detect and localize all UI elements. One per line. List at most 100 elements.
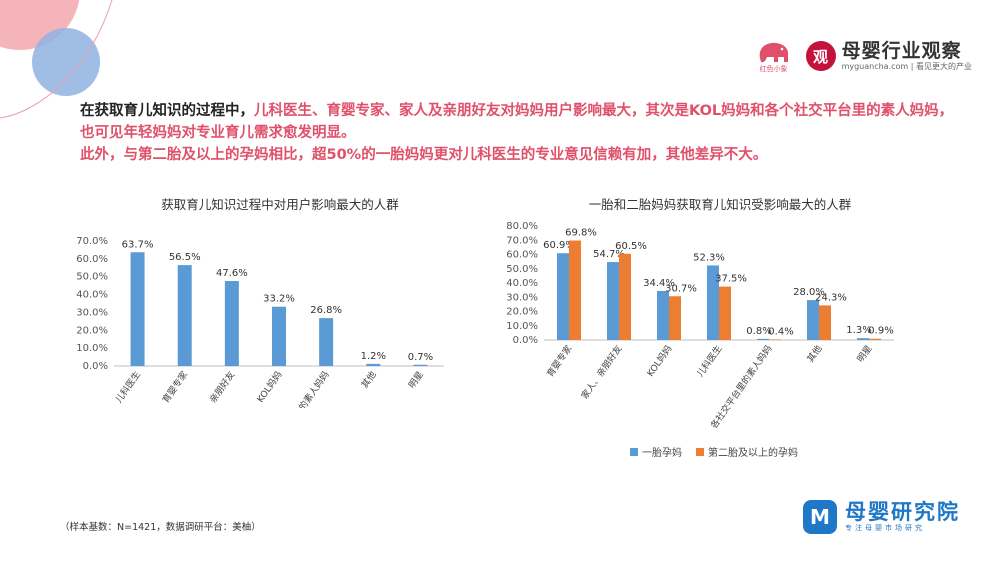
y-tick-label: 50.0% <box>76 272 108 283</box>
data-label: 28.0% <box>793 287 825 298</box>
data-label: 56.5% <box>169 252 201 263</box>
data-label: 0.7% <box>408 352 433 363</box>
research-institute-icon: M <box>803 500 837 534</box>
x-tick-label: 明星 <box>407 369 426 390</box>
bar <box>224 281 239 366</box>
data-label: 33.2% <box>263 294 295 305</box>
bar <box>177 265 192 366</box>
header-logos: 红色小象 观 母婴行业观察 myguancha.com | 看见更大的产业 <box>754 38 972 74</box>
x-tick-label: 育婴专家 <box>160 369 190 405</box>
bar <box>669 296 681 340</box>
y-tick-label: 30.0% <box>506 292 538 303</box>
x-tick-label: 育婴专家 <box>544 343 574 379</box>
y-tick-label: 50.0% <box>506 264 538 275</box>
bar <box>719 286 731 340</box>
bar <box>707 265 719 340</box>
research-institute-title: 母婴研究院 <box>845 500 960 524</box>
y-tick-label: 0.0% <box>513 335 538 346</box>
x-tick-label: 儿科医生 <box>694 343 724 379</box>
headline-part-1: 在获取育儿知识的过程中， <box>80 103 254 119</box>
right-chart-title: 一胎和二胎妈妈获取育儿知识受影响最大的人群 <box>588 197 852 212</box>
y-tick-label: 70.0% <box>506 235 538 246</box>
data-label: 1.3% <box>846 325 871 336</box>
x-tick-label: 其他 <box>804 343 824 365</box>
data-label: 1.2% <box>361 351 386 362</box>
myguancha-logo: 观 母婴行业观察 myguancha.com | 看见更大的产业 <box>805 39 972 72</box>
bar <box>757 338 769 340</box>
myguancha-title: 母婴行业观察 <box>841 39 962 62</box>
bar <box>569 240 581 340</box>
data-label: 34.4% <box>643 278 675 289</box>
y-tick-label: 40.0% <box>76 290 108 301</box>
sample-footnote: （样本基数：N=1421，数据调研平台：美柚） <box>60 522 261 533</box>
legend-item-second-child: 第二胎及以上的孕妈 <box>696 444 798 459</box>
x-tick-label: 明星 <box>855 343 874 364</box>
right-chart-legend: 一胎孕妈 第二胎及以上的孕妈 <box>630 444 798 459</box>
data-label: 0.4% <box>768 326 793 337</box>
data-label: 26.8% <box>310 305 342 316</box>
legend-swatch-blue <box>630 447 638 456</box>
data-label: 54.7% <box>593 249 625 260</box>
data-label: 60.5% <box>615 241 647 252</box>
bar <box>819 305 831 340</box>
myguancha-badge: 观 <box>805 41 836 71</box>
bar <box>869 338 881 340</box>
elephant-logo: 红色小象 <box>754 38 794 74</box>
y-tick-label: 70.0% <box>76 236 108 247</box>
research-institute-subtitle: 专注母婴市场研究 <box>845 524 925 532</box>
y-tick-label: 20.0% <box>76 325 108 336</box>
data-label: 60.9% <box>543 240 575 251</box>
x-tick-label: KOL妈妈 <box>254 369 284 405</box>
data-label: 0.8% <box>746 326 771 337</box>
headline-text: 在获取育儿知识的过程中，儿科医生、育婴专家、家人及亲朋好友对妈妈用户影响最大，其… <box>80 100 960 166</box>
bar <box>807 300 819 340</box>
x-tick-label: 其他 <box>359 369 379 391</box>
x-tick-label: KOL妈妈 <box>644 343 674 379</box>
bar <box>619 253 631 340</box>
legend-swatch-orange <box>696 447 704 456</box>
elephant-icon <box>759 42 788 63</box>
data-label: 47.6% <box>216 268 248 279</box>
y-tick-label: 30.0% <box>76 307 108 318</box>
bar <box>769 339 781 340</box>
decorative-blue-circle <box>32 28 100 96</box>
y-tick-label: 40.0% <box>506 278 538 289</box>
x-tick-label: 家人、亲朋好友 <box>191 369 237 408</box>
y-tick-label: 20.0% <box>506 307 538 318</box>
bar <box>557 253 569 340</box>
bar <box>366 363 381 366</box>
y-tick-label: 80.0% <box>506 221 538 232</box>
right-grouped-bar-chart: 0.0% 10.0% 20.0% 30.0% 40.0% 50.0% 60.0% 70.0% 8… <box>506 221 894 431</box>
headline-part-2: 儿科医生、育婴专家、家人及亲朋好友对妈妈用户影响最大，其次是KOL妈妈和各个社交… <box>80 103 954 141</box>
legend-item-first-child: 一胎孕妈 <box>630 444 682 459</box>
y-tick-label: 10.0% <box>76 343 108 354</box>
bar <box>130 252 145 366</box>
data-label: 52.3% <box>693 252 725 263</box>
data-label: 0.9% <box>868 326 893 337</box>
left-chart-title: 获取育儿知识过程中对用户影响最大的人群 <box>161 197 399 212</box>
x-tick-label: 儿科医生 <box>113 369 143 405</box>
headline-part-3: 此外，与第二胎及以上的孕妈相比，超50%的一胎妈妈更对儿科医生的专业意见信赖有加… <box>80 147 768 163</box>
legend-label-first-child: 一胎孕妈 <box>642 448 682 459</box>
bar <box>413 364 428 366</box>
bar <box>319 318 334 366</box>
research-institute-logo: M 母婴研究院 专注母婴市场研究 <box>803 500 960 534</box>
y-tick-label: 0.0% <box>83 361 108 372</box>
data-label: 30.7% <box>665 283 697 294</box>
legend-label-second-child: 第二胎及以上的孕妈 <box>708 448 798 459</box>
y-tick-label: 60.0% <box>506 250 538 261</box>
data-label: 24.3% <box>815 292 847 303</box>
data-label: 37.5% <box>715 274 747 285</box>
decorative-curve <box>0 0 113 119</box>
bar <box>857 338 869 340</box>
elephant-logo-text: 红色小象 <box>759 65 788 73</box>
data-label: 69.8% <box>565 228 597 239</box>
bar <box>607 262 619 340</box>
y-tick-label: 10.0% <box>506 321 538 332</box>
myguancha-subtitle: myguancha.com | 看见更大的产业 <box>841 61 972 71</box>
left-bar-chart: 0.0% 10.0% 20.0% 30.0% 40.0% 50.0% 60.0% 70.0% 6… <box>76 236 444 408</box>
data-label: 63.7% <box>122 239 154 250</box>
y-tick-label: 60.0% <box>76 254 108 265</box>
bar <box>657 290 669 340</box>
bar <box>272 306 286 366</box>
